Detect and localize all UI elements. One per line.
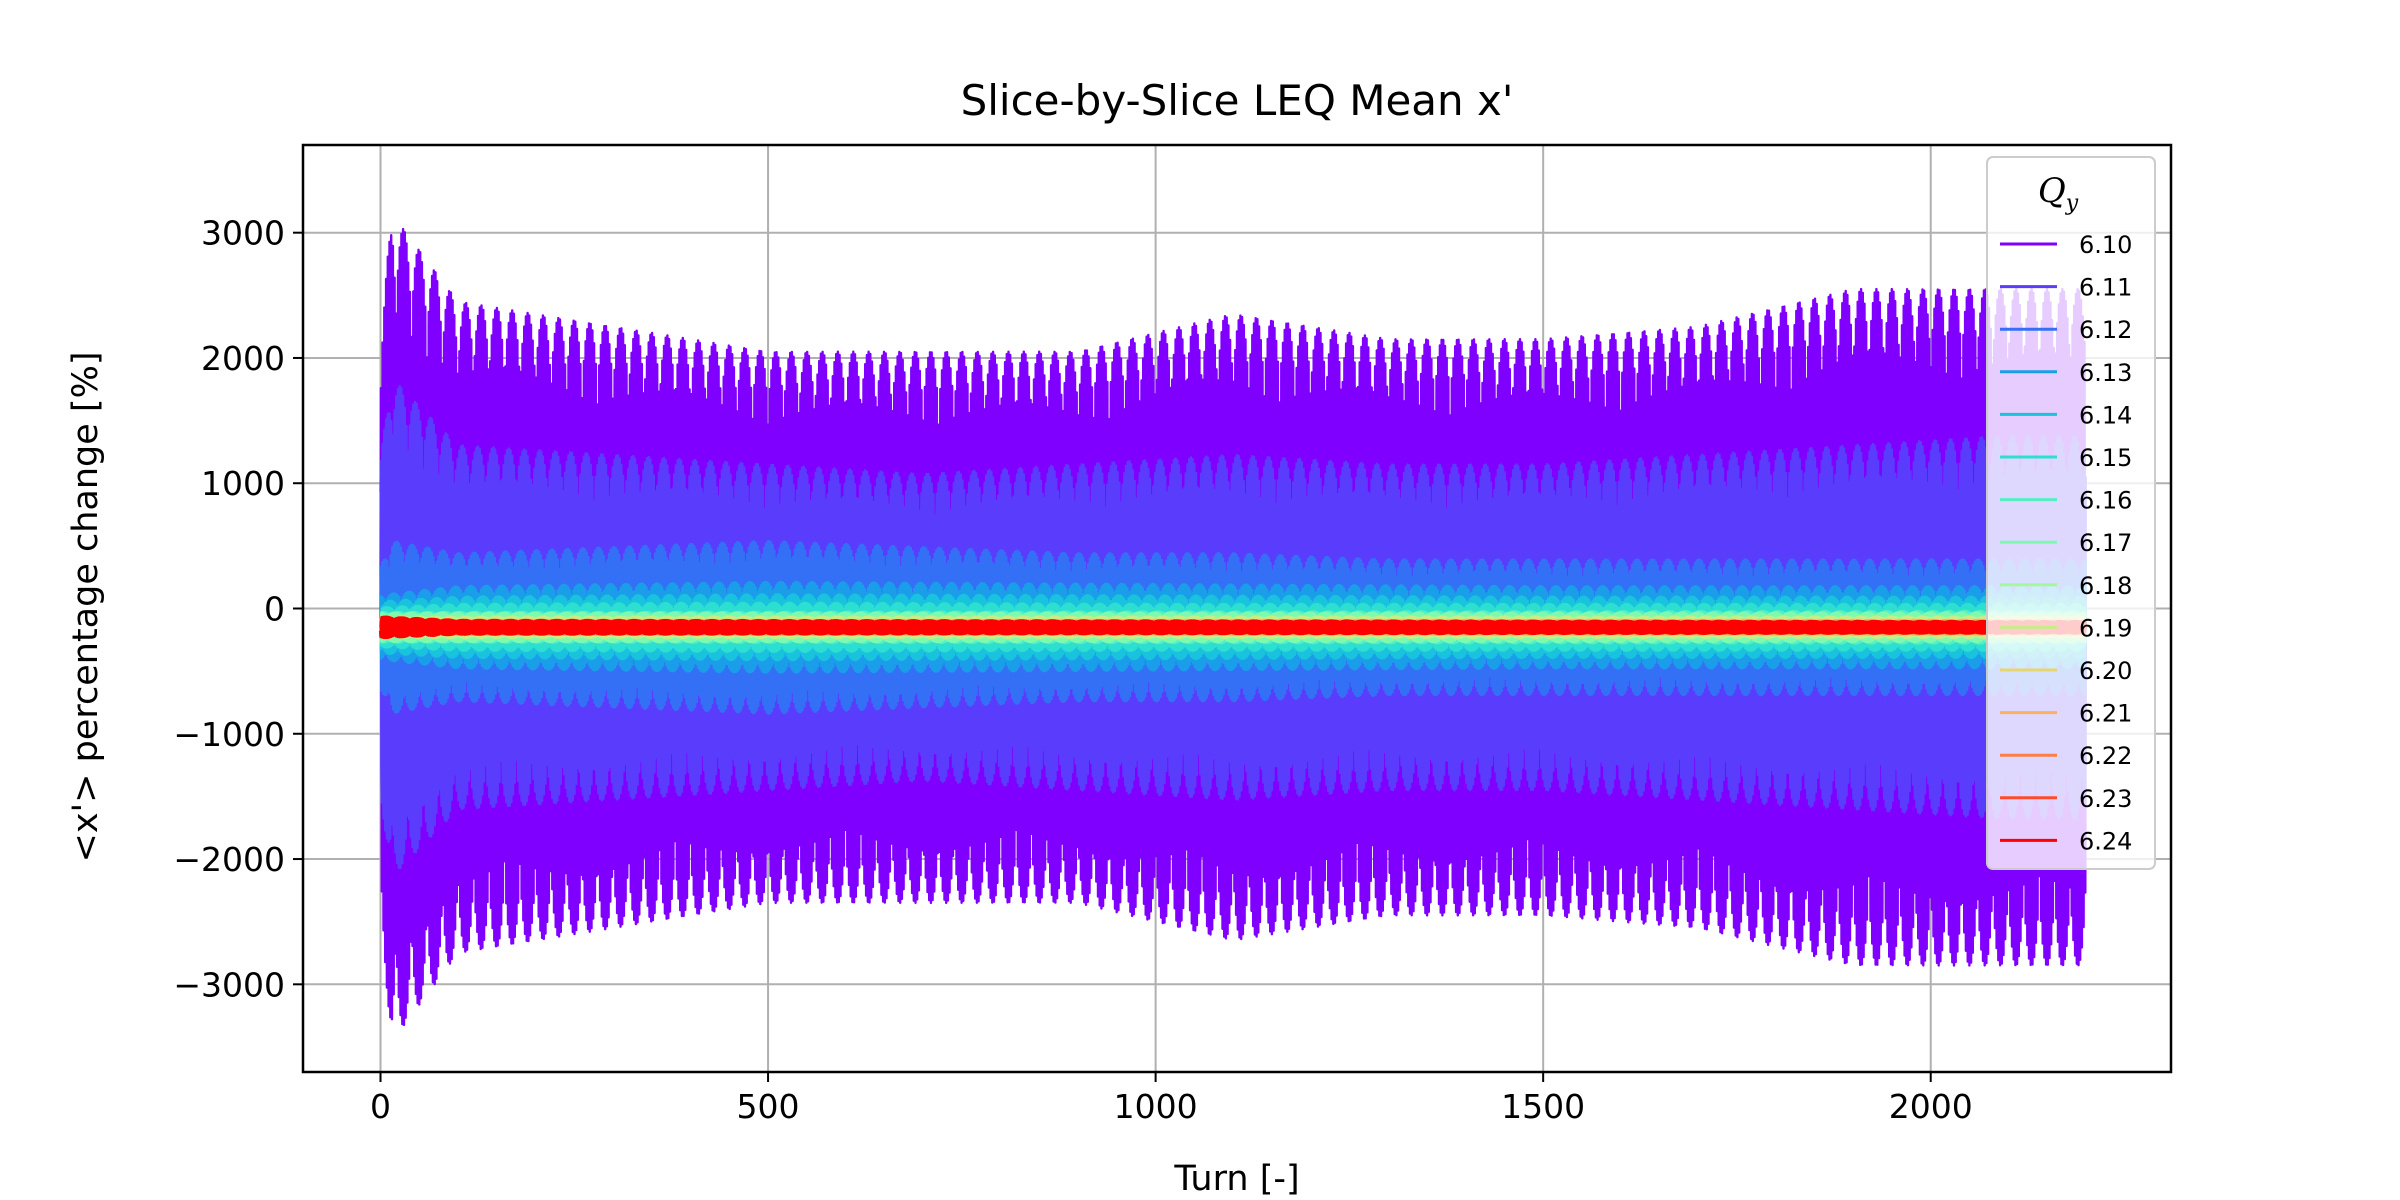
chart-title: Slice-by-Slice LEQ Mean x' — [961, 76, 1514, 125]
legend-label: 6.19 — [2079, 614, 2132, 642]
x-tick-label: 1000 — [1114, 1087, 1198, 1126]
series-line-6-24 — [378, 615, 2088, 640]
legend-label: 6.23 — [2079, 785, 2132, 813]
plot-area — [378, 227, 2088, 1027]
legend-title: Qy — [2038, 171, 2079, 216]
legend: Qy 6.106.116.126.136.146.156.166.176.186… — [1986, 156, 2156, 870]
y-tick-label: −2000 — [173, 840, 285, 879]
y-tick-label: 3000 — [201, 214, 285, 253]
x-tick-label: 0 — [370, 1087, 391, 1126]
legend-label: 6.22 — [2079, 742, 2132, 770]
y-axis-title: <x'> percentage change [%] — [66, 352, 106, 863]
axis-ticks: 0 500 1000 1500 2000 −3000 −2000 −1000 0 1000 2000… — [173, 214, 1972, 1126]
y-tick-label: 1000 — [201, 464, 285, 503]
y-tick-label: 0 — [264, 590, 285, 629]
legend-label: 6.14 — [2079, 401, 2132, 429]
legend-label: 6.20 — [2079, 657, 2132, 685]
legend-title-subscript: y — [2065, 191, 2079, 216]
legend-label: 6.18 — [2079, 572, 2132, 600]
legend-title-main: Q — [2038, 171, 2066, 211]
x-tick-label: 500 — [737, 1087, 800, 1126]
legend-items: 6.10 6.11 6.12 6.13 6.14 6.15 6.16 6.17 6.18 6.19… — [2000, 231, 2132, 855]
y-tick-label: −1000 — [173, 715, 285, 754]
x-axis-title: Turn [-] — [1173, 1159, 1299, 1199]
legend-label: 6.10 — [2079, 231, 2132, 259]
legend-label: 6.11 — [2079, 274, 2132, 302]
legend-label: 6.15 — [2079, 444, 2132, 472]
x-tick-label: 2000 — [1889, 1087, 1973, 1126]
legend-label: 6.21 — [2079, 700, 2132, 728]
legend-label: 6.17 — [2079, 529, 2132, 557]
legend-label: 6.12 — [2079, 316, 2132, 344]
y-tick-label: −3000 — [173, 965, 285, 1004]
legend-box — [1986, 156, 2156, 870]
legend-label: 6.24 — [2079, 827, 2132, 855]
legend-label: 6.16 — [2079, 487, 2132, 515]
x-tick-label: 1500 — [1501, 1087, 1585, 1126]
y-tick-label: 2000 — [201, 339, 285, 378]
legend-label: 6.13 — [2079, 359, 2132, 387]
